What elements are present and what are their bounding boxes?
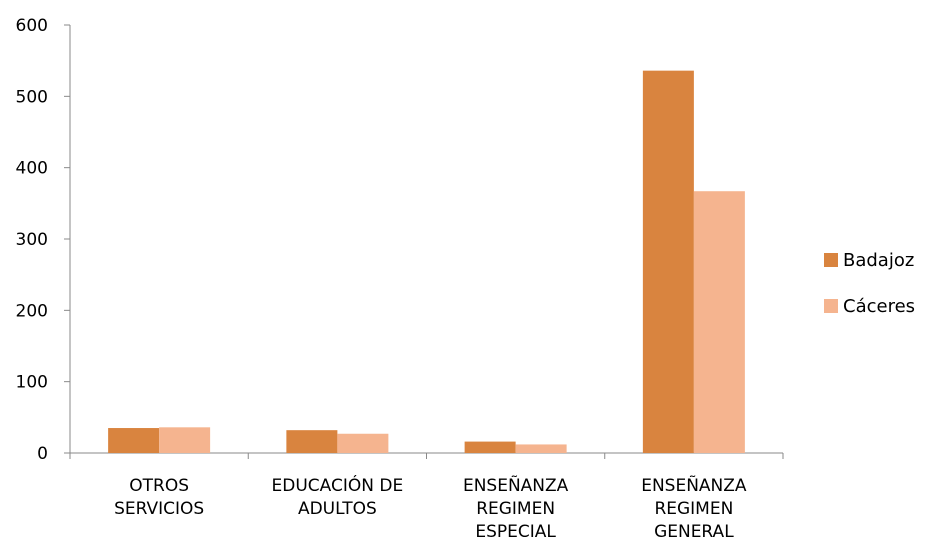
x-category-label: OTROS	[129, 476, 189, 496]
y-tick-label: 600	[16, 16, 48, 36]
y-tick-label: 500	[16, 87, 48, 107]
legend: Badajoz Cáceres	[824, 250, 915, 317]
legend-swatch	[824, 299, 838, 313]
bar-badajoz-3	[642, 70, 694, 454]
x-category-label: ESPECIAL	[475, 522, 556, 542]
bar-c-ceres-1	[337, 433, 389, 453]
y-tick-label: 300	[16, 230, 48, 250]
legend-label: Cáceres	[843, 296, 915, 317]
x-category-label: ENSEÑANZA	[641, 474, 747, 496]
bar-badajoz-1	[286, 430, 338, 453]
bar-c-ceres-3	[693, 191, 745, 453]
bar-c-ceres-2	[515, 444, 567, 453]
bar-badajoz-0	[108, 428, 160, 453]
bars	[108, 70, 745, 454]
y-tick-label: 400	[16, 159, 48, 179]
labels: 0 100 200 300 400 500 600 OTROS SERVICIOS EDUCACI…	[16, 16, 747, 542]
x-category-label: EDUCACIÓN DE	[272, 474, 404, 496]
y-tick-label: 0	[37, 444, 48, 464]
x-category-label: REGIMEN	[654, 499, 733, 519]
x-category-label: REGIMEN	[476, 499, 555, 519]
x-category-label: SERVICIOS	[114, 499, 204, 519]
x-category-label: ENSEÑANZA	[463, 474, 569, 496]
x-category-label: GENERAL	[654, 522, 734, 542]
y-tick-label: 200	[16, 301, 48, 321]
y-tick-label: 100	[16, 373, 48, 393]
bar-badajoz-2	[464, 441, 516, 453]
legend-label: Badajoz	[843, 250, 914, 271]
bar-c-ceres-0	[159, 427, 211, 453]
x-category-label: ADULTOS	[298, 499, 377, 519]
legend-swatch	[824, 253, 838, 267]
